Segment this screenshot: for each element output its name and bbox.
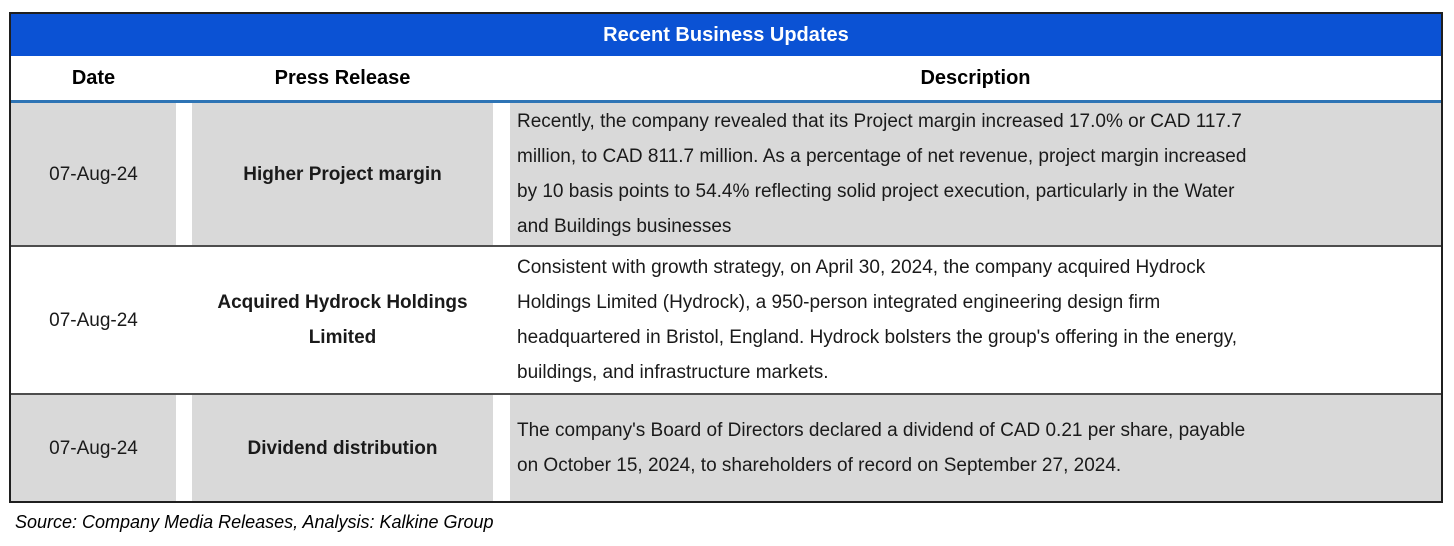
column-header-description: Description [920,66,1031,89]
date-cell: 07-Aug-24 [49,309,138,331]
press-release-cell: Dividend distribution [192,395,493,501]
column-gap [176,103,192,245]
column-gap [176,247,192,393]
column-gap [493,395,510,501]
recent-business-updates-table: Recent Business Updates Date Press Relea… [9,12,1443,503]
table-row: 07-Aug-24 Acquired Hydrock Holdings Limi… [11,247,1441,393]
press-release-cell: Acquired Hydrock Holdings Limited [217,292,468,348]
table-row: 07-Aug-24 Higher Project margin Recently… [11,103,1441,245]
table-header-row: Date Press Release Description [11,56,1441,103]
press-release-cell: Higher Project margin [192,103,493,245]
column-gap [493,56,510,100]
column-gap [176,395,192,501]
column-gap [176,56,192,100]
column-gap [493,247,510,393]
column-gap [493,103,510,245]
date-cell: 07-Aug-24 [11,103,176,245]
description-cell: The company's Board of Directors declare… [510,395,1441,501]
description-cell: Recently, the company revealed that its … [510,103,1441,245]
description-cell: Consistent with growth strategy, on Apri… [517,257,1238,383]
column-header-press-release: Press Release [274,66,411,89]
table-row: 07-Aug-24 Dividend distribution The comp… [11,395,1441,501]
row-separator [11,393,1441,395]
row-separator [11,245,1441,247]
table-title: Recent Business Updates [603,23,849,46]
table-title-bar: Recent Business Updates [11,14,1441,56]
source-note: Source: Company Media Releases, Analysis… [15,512,494,532]
column-header-date: Date [71,66,116,89]
date-cell: 07-Aug-24 [11,395,176,501]
